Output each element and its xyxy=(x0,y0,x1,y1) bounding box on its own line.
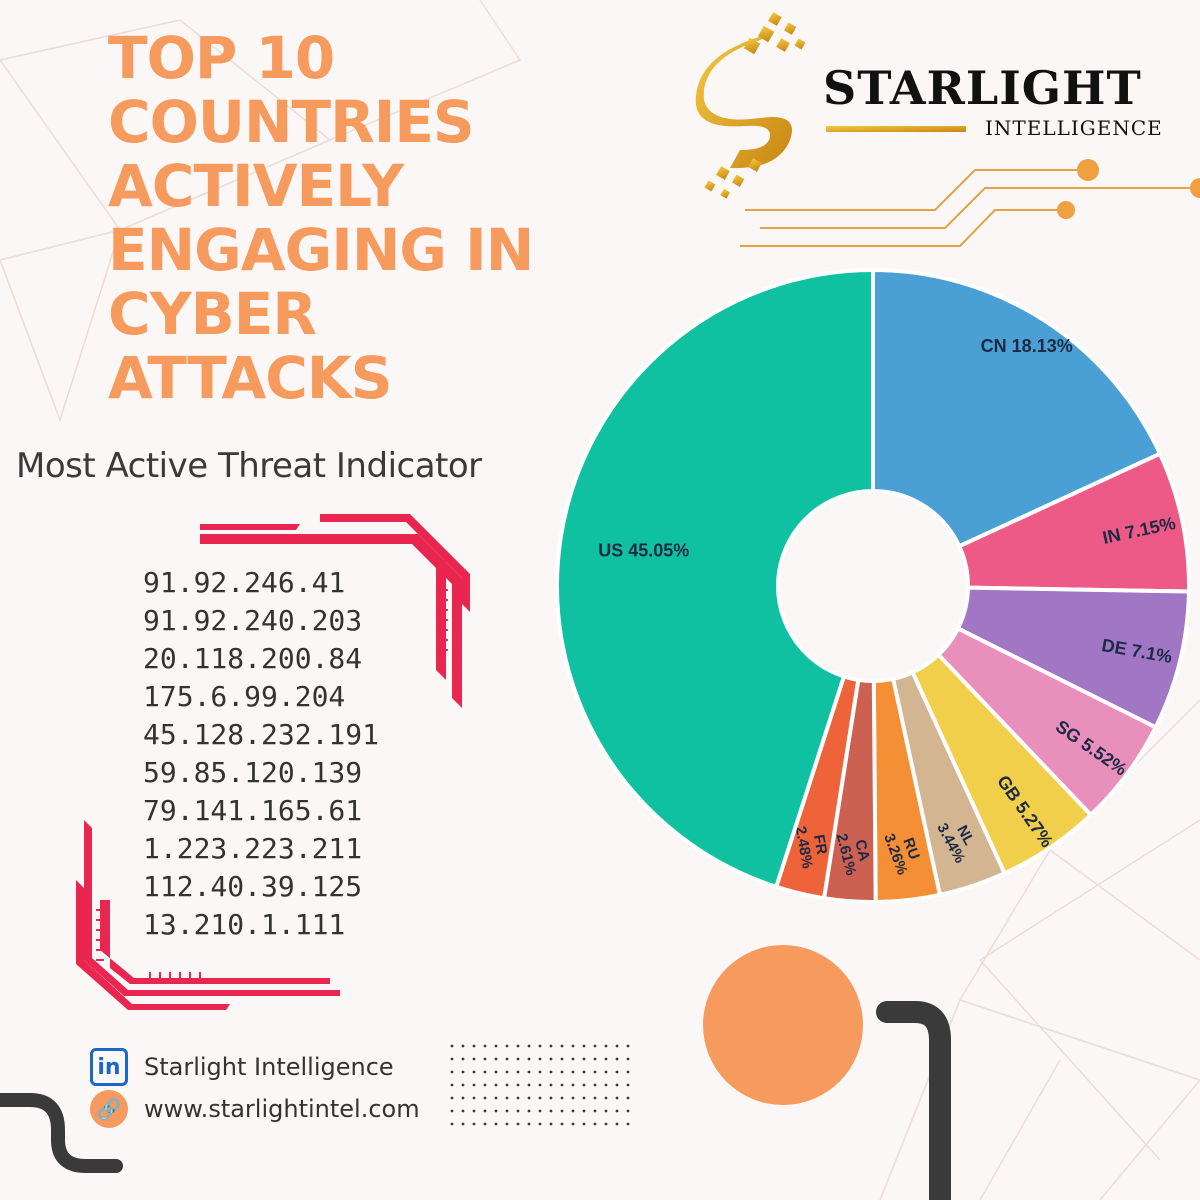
brand-name: STARLIGHT xyxy=(823,61,1142,115)
list-item: 79.141.165.61 xyxy=(143,794,363,827)
threat-indicator-list: 91.92.246.41 91.92.240.203 20.118.200.84… xyxy=(143,564,379,944)
list-item: 59.85.120.139 xyxy=(143,756,363,789)
slice-label-cn: CN 18.13% xyxy=(981,336,1073,356)
list-item: 91.92.246.41 xyxy=(143,566,346,599)
list-item: 13.210.1.111 xyxy=(143,908,346,941)
linkedin-icon: in xyxy=(90,1048,128,1086)
page-subtitle: Most Active Threat Indicator xyxy=(16,446,482,486)
linkedin-contact[interactable]: in Starlight Intelligence xyxy=(90,1048,394,1086)
website-contact[interactable]: 🔗 www.starlightintel.com xyxy=(90,1090,420,1128)
starlight-s-logo-icon xyxy=(695,12,966,199)
list-item: 91.92.240.203 xyxy=(143,604,363,637)
list-item: 20.118.200.84 xyxy=(143,642,363,675)
list-item: 112.40.39.125 xyxy=(143,870,363,903)
linkedin-label: Starlight Intelligence xyxy=(144,1053,394,1081)
list-item: 1.223.223.211 xyxy=(143,832,363,865)
website-label: www.starlightintel.com xyxy=(144,1095,420,1123)
list-item: 45.128.232.191 xyxy=(143,718,380,751)
slice-label-nl: NL3.44% xyxy=(933,813,983,866)
slice-label-us: US 45.05% xyxy=(598,540,689,560)
slice-us xyxy=(555,267,875,890)
list-item: 175.6.99.204 xyxy=(143,680,346,713)
slice-cn xyxy=(871,267,1163,549)
link-icon: 🔗 xyxy=(90,1090,128,1128)
brand-tagline: INTELLIGENCE xyxy=(985,116,1163,140)
page-title: TOP 10 COUNTRIES ACTIVELY ENGAGING IN CY… xyxy=(108,24,534,412)
